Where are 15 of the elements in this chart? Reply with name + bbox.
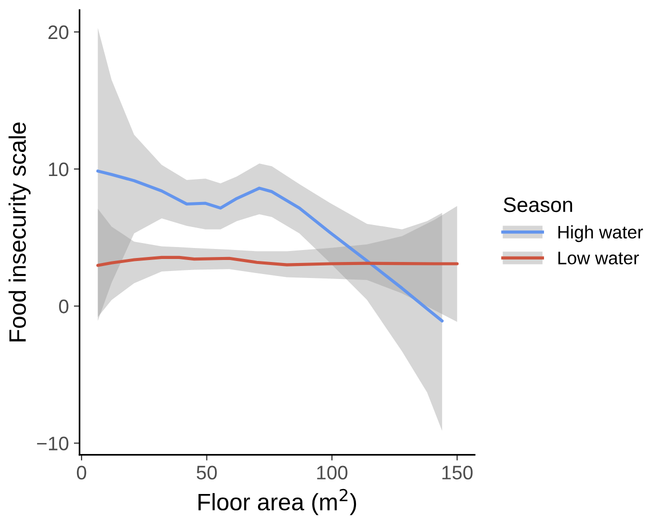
x-tick-label: 0 (76, 466, 86, 480)
x-axis-title: Floor area (m$^{2}$) (198, 488, 356, 516)
y-tick-label: 10 (48, 162, 68, 176)
y-axis-title: Food insecurity scale (8, 122, 31, 342)
legend-title: Season (504, 197, 572, 212)
x-tick-label: 150 (442, 466, 473, 480)
legend-label: Low water (558, 252, 639, 264)
line-series (96, 256, 459, 267)
legend-label: High water (558, 225, 643, 242)
y-tick-label: 0 (59, 300, 68, 314)
line-series (96, 170, 444, 322)
y-tick-label: 20 (48, 25, 68, 40)
x-tick-label: 50 (196, 466, 217, 480)
y-tick-label: −10 (37, 436, 68, 450)
x-tick-label: 100 (317, 466, 348, 480)
